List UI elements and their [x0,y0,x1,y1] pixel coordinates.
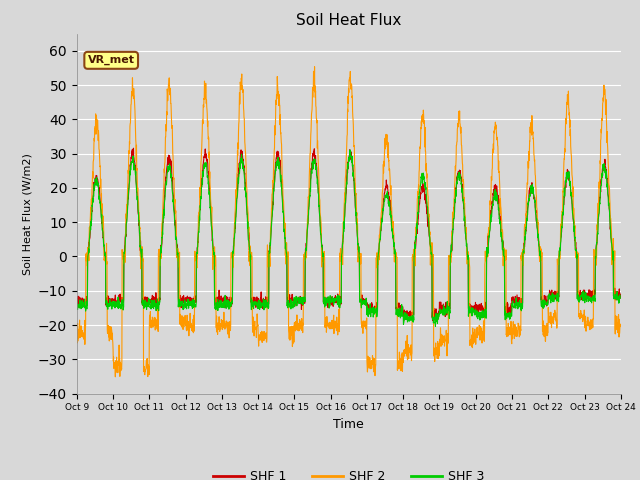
SHF 1 [617,292,625,298]
SHF 3 [593,231,601,237]
SHF 3 [355,241,362,247]
SHF 2 [617,324,625,329]
SHF 1 [593,231,601,237]
Title: Soil Heat Flux: Soil Heat Flux [296,13,401,28]
SHF 2 [111,374,119,380]
SHF 3 [221,292,229,298]
SHF 3 [431,324,439,329]
SHF 2 [355,258,362,264]
Legend: SHF 1, SHF 2, SHF 3: SHF 1, SHF 2, SHF 3 [208,465,490,480]
SHF 1 [175,295,182,300]
SHF 2 [310,64,318,70]
SHF 1 [130,145,138,151]
SHF 1 [355,242,362,248]
Line: SHF 2: SHF 2 [77,67,621,377]
SHF 1 [511,300,518,306]
SHF 3 [174,250,182,256]
SHF 3 [511,303,518,309]
Line: SHF 1: SHF 1 [77,148,621,321]
SHF 3 [617,295,625,301]
SHF 2 [221,324,229,330]
SHF 2 [593,227,601,233]
SHF 3 [411,241,419,247]
SHF 2 [511,333,518,339]
SHF 1 [429,318,436,324]
SHF 1 [221,300,229,306]
SHF 2 [411,263,419,269]
SHF 1 [411,250,419,255]
SHF 1 [73,294,81,300]
Line: SHF 3: SHF 3 [77,150,621,326]
SHF 3 [346,147,354,153]
SHF 3 [73,297,81,302]
SHF 2 [73,331,81,337]
Y-axis label: Soil Heat Flux (W/m2): Soil Heat Flux (W/m2) [22,153,32,275]
X-axis label: Time: Time [333,418,364,431]
Text: VR_met: VR_met [88,55,134,65]
SHF 2 [175,256,182,262]
